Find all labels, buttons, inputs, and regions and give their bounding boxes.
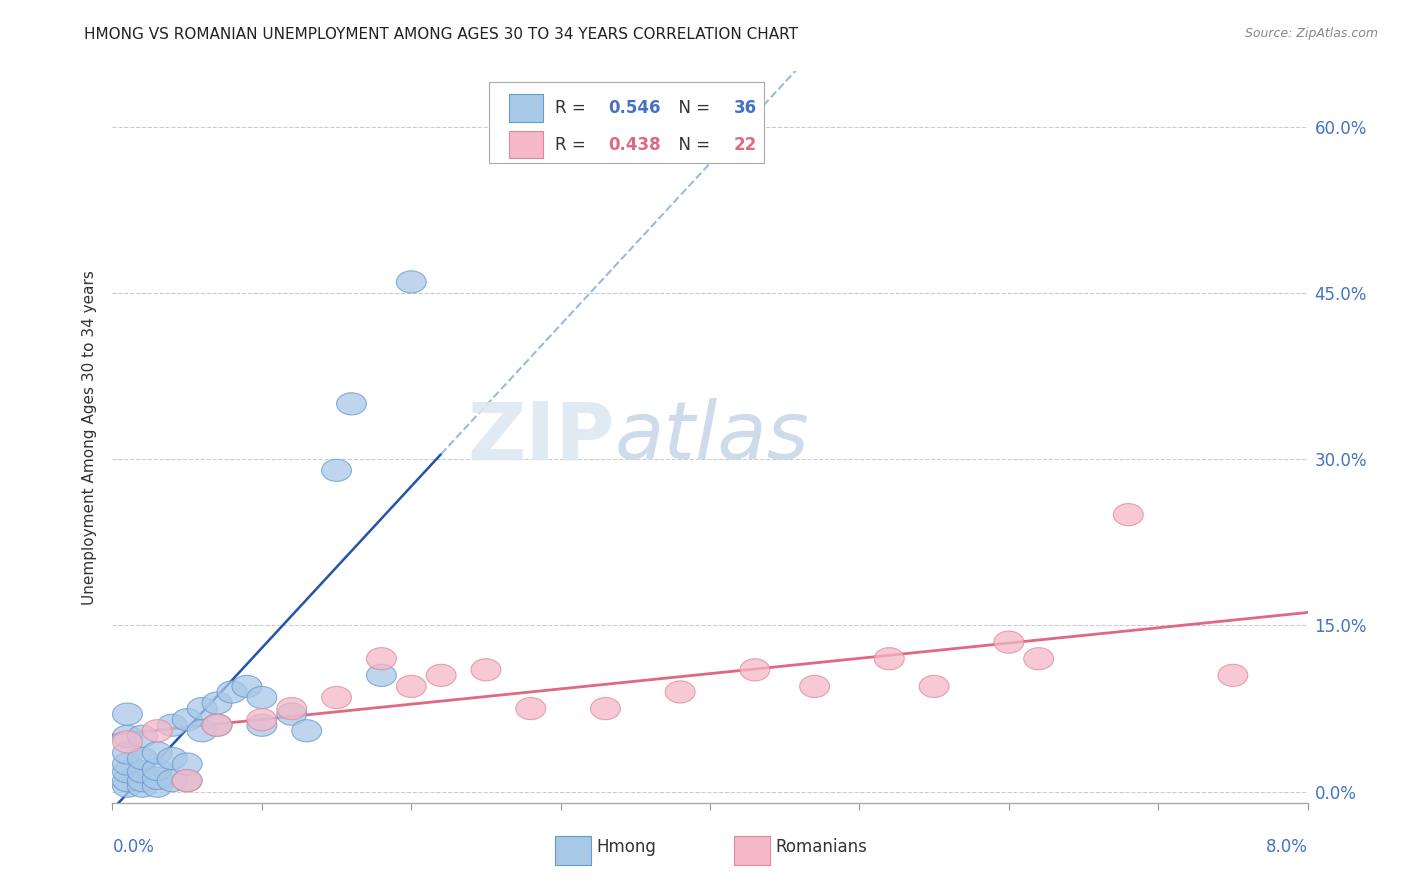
FancyBboxPatch shape xyxy=(489,82,763,163)
Text: N =: N = xyxy=(668,99,716,117)
Ellipse shape xyxy=(112,742,142,764)
Text: 0.0%: 0.0% xyxy=(112,838,155,855)
Ellipse shape xyxy=(112,703,142,725)
Text: Hmong: Hmong xyxy=(596,838,657,855)
Ellipse shape xyxy=(920,675,949,698)
Ellipse shape xyxy=(217,681,247,703)
Text: 36: 36 xyxy=(734,99,756,117)
Ellipse shape xyxy=(112,775,142,797)
Ellipse shape xyxy=(112,731,142,753)
Ellipse shape xyxy=(247,708,277,731)
Ellipse shape xyxy=(1024,648,1053,670)
Ellipse shape xyxy=(112,725,142,747)
Ellipse shape xyxy=(322,459,352,482)
Ellipse shape xyxy=(665,681,695,703)
Text: N =: N = xyxy=(668,136,716,153)
Ellipse shape xyxy=(247,714,277,736)
Ellipse shape xyxy=(800,675,830,698)
Ellipse shape xyxy=(994,631,1024,653)
FancyBboxPatch shape xyxy=(509,130,543,159)
Ellipse shape xyxy=(202,692,232,714)
Text: R =: R = xyxy=(555,99,591,117)
Ellipse shape xyxy=(112,770,142,792)
Text: R =: R = xyxy=(555,136,591,153)
Ellipse shape xyxy=(128,725,157,747)
Ellipse shape xyxy=(142,758,173,780)
Ellipse shape xyxy=(277,703,307,725)
Ellipse shape xyxy=(128,747,157,770)
Text: HMONG VS ROMANIAN UNEMPLOYMENT AMONG AGES 30 TO 34 YEARS CORRELATION CHART: HMONG VS ROMANIAN UNEMPLOYMENT AMONG AGE… xyxy=(84,27,799,42)
Ellipse shape xyxy=(471,658,501,681)
Ellipse shape xyxy=(336,392,367,415)
Ellipse shape xyxy=(367,648,396,670)
Text: 0.438: 0.438 xyxy=(609,136,661,153)
Ellipse shape xyxy=(112,753,142,775)
Ellipse shape xyxy=(128,770,157,792)
Ellipse shape xyxy=(591,698,620,720)
Text: 22: 22 xyxy=(734,136,758,153)
Text: Source: ZipAtlas.com: Source: ZipAtlas.com xyxy=(1244,27,1378,40)
Ellipse shape xyxy=(128,775,157,797)
Ellipse shape xyxy=(232,675,262,698)
Ellipse shape xyxy=(173,770,202,792)
Ellipse shape xyxy=(396,271,426,293)
Ellipse shape xyxy=(142,742,173,764)
Ellipse shape xyxy=(142,775,173,797)
Ellipse shape xyxy=(516,698,546,720)
Text: ZIP: ZIP xyxy=(467,398,614,476)
Ellipse shape xyxy=(187,698,217,720)
Ellipse shape xyxy=(322,687,352,708)
Ellipse shape xyxy=(247,687,277,708)
Ellipse shape xyxy=(367,665,396,687)
Ellipse shape xyxy=(157,747,187,770)
Ellipse shape xyxy=(142,767,173,789)
Ellipse shape xyxy=(202,714,232,736)
Ellipse shape xyxy=(173,770,202,792)
Ellipse shape xyxy=(173,708,202,731)
Ellipse shape xyxy=(142,720,173,742)
Ellipse shape xyxy=(1114,504,1143,525)
Ellipse shape xyxy=(426,665,456,687)
Text: 0.546: 0.546 xyxy=(609,99,661,117)
Text: 8.0%: 8.0% xyxy=(1265,838,1308,855)
Ellipse shape xyxy=(277,698,307,720)
Ellipse shape xyxy=(292,720,322,742)
Y-axis label: Unemployment Among Ages 30 to 34 years: Unemployment Among Ages 30 to 34 years xyxy=(82,269,97,605)
Ellipse shape xyxy=(875,648,904,670)
FancyBboxPatch shape xyxy=(734,836,770,865)
Ellipse shape xyxy=(173,753,202,775)
Ellipse shape xyxy=(128,761,157,783)
Ellipse shape xyxy=(202,714,232,736)
FancyBboxPatch shape xyxy=(509,94,543,122)
FancyBboxPatch shape xyxy=(554,836,591,865)
Ellipse shape xyxy=(157,714,187,736)
Ellipse shape xyxy=(157,770,187,792)
Text: Romanians: Romanians xyxy=(776,838,868,855)
Ellipse shape xyxy=(740,658,770,681)
Ellipse shape xyxy=(1218,665,1249,687)
Text: atlas: atlas xyxy=(614,398,810,476)
Ellipse shape xyxy=(396,675,426,698)
Ellipse shape xyxy=(112,761,142,783)
Ellipse shape xyxy=(187,720,217,742)
